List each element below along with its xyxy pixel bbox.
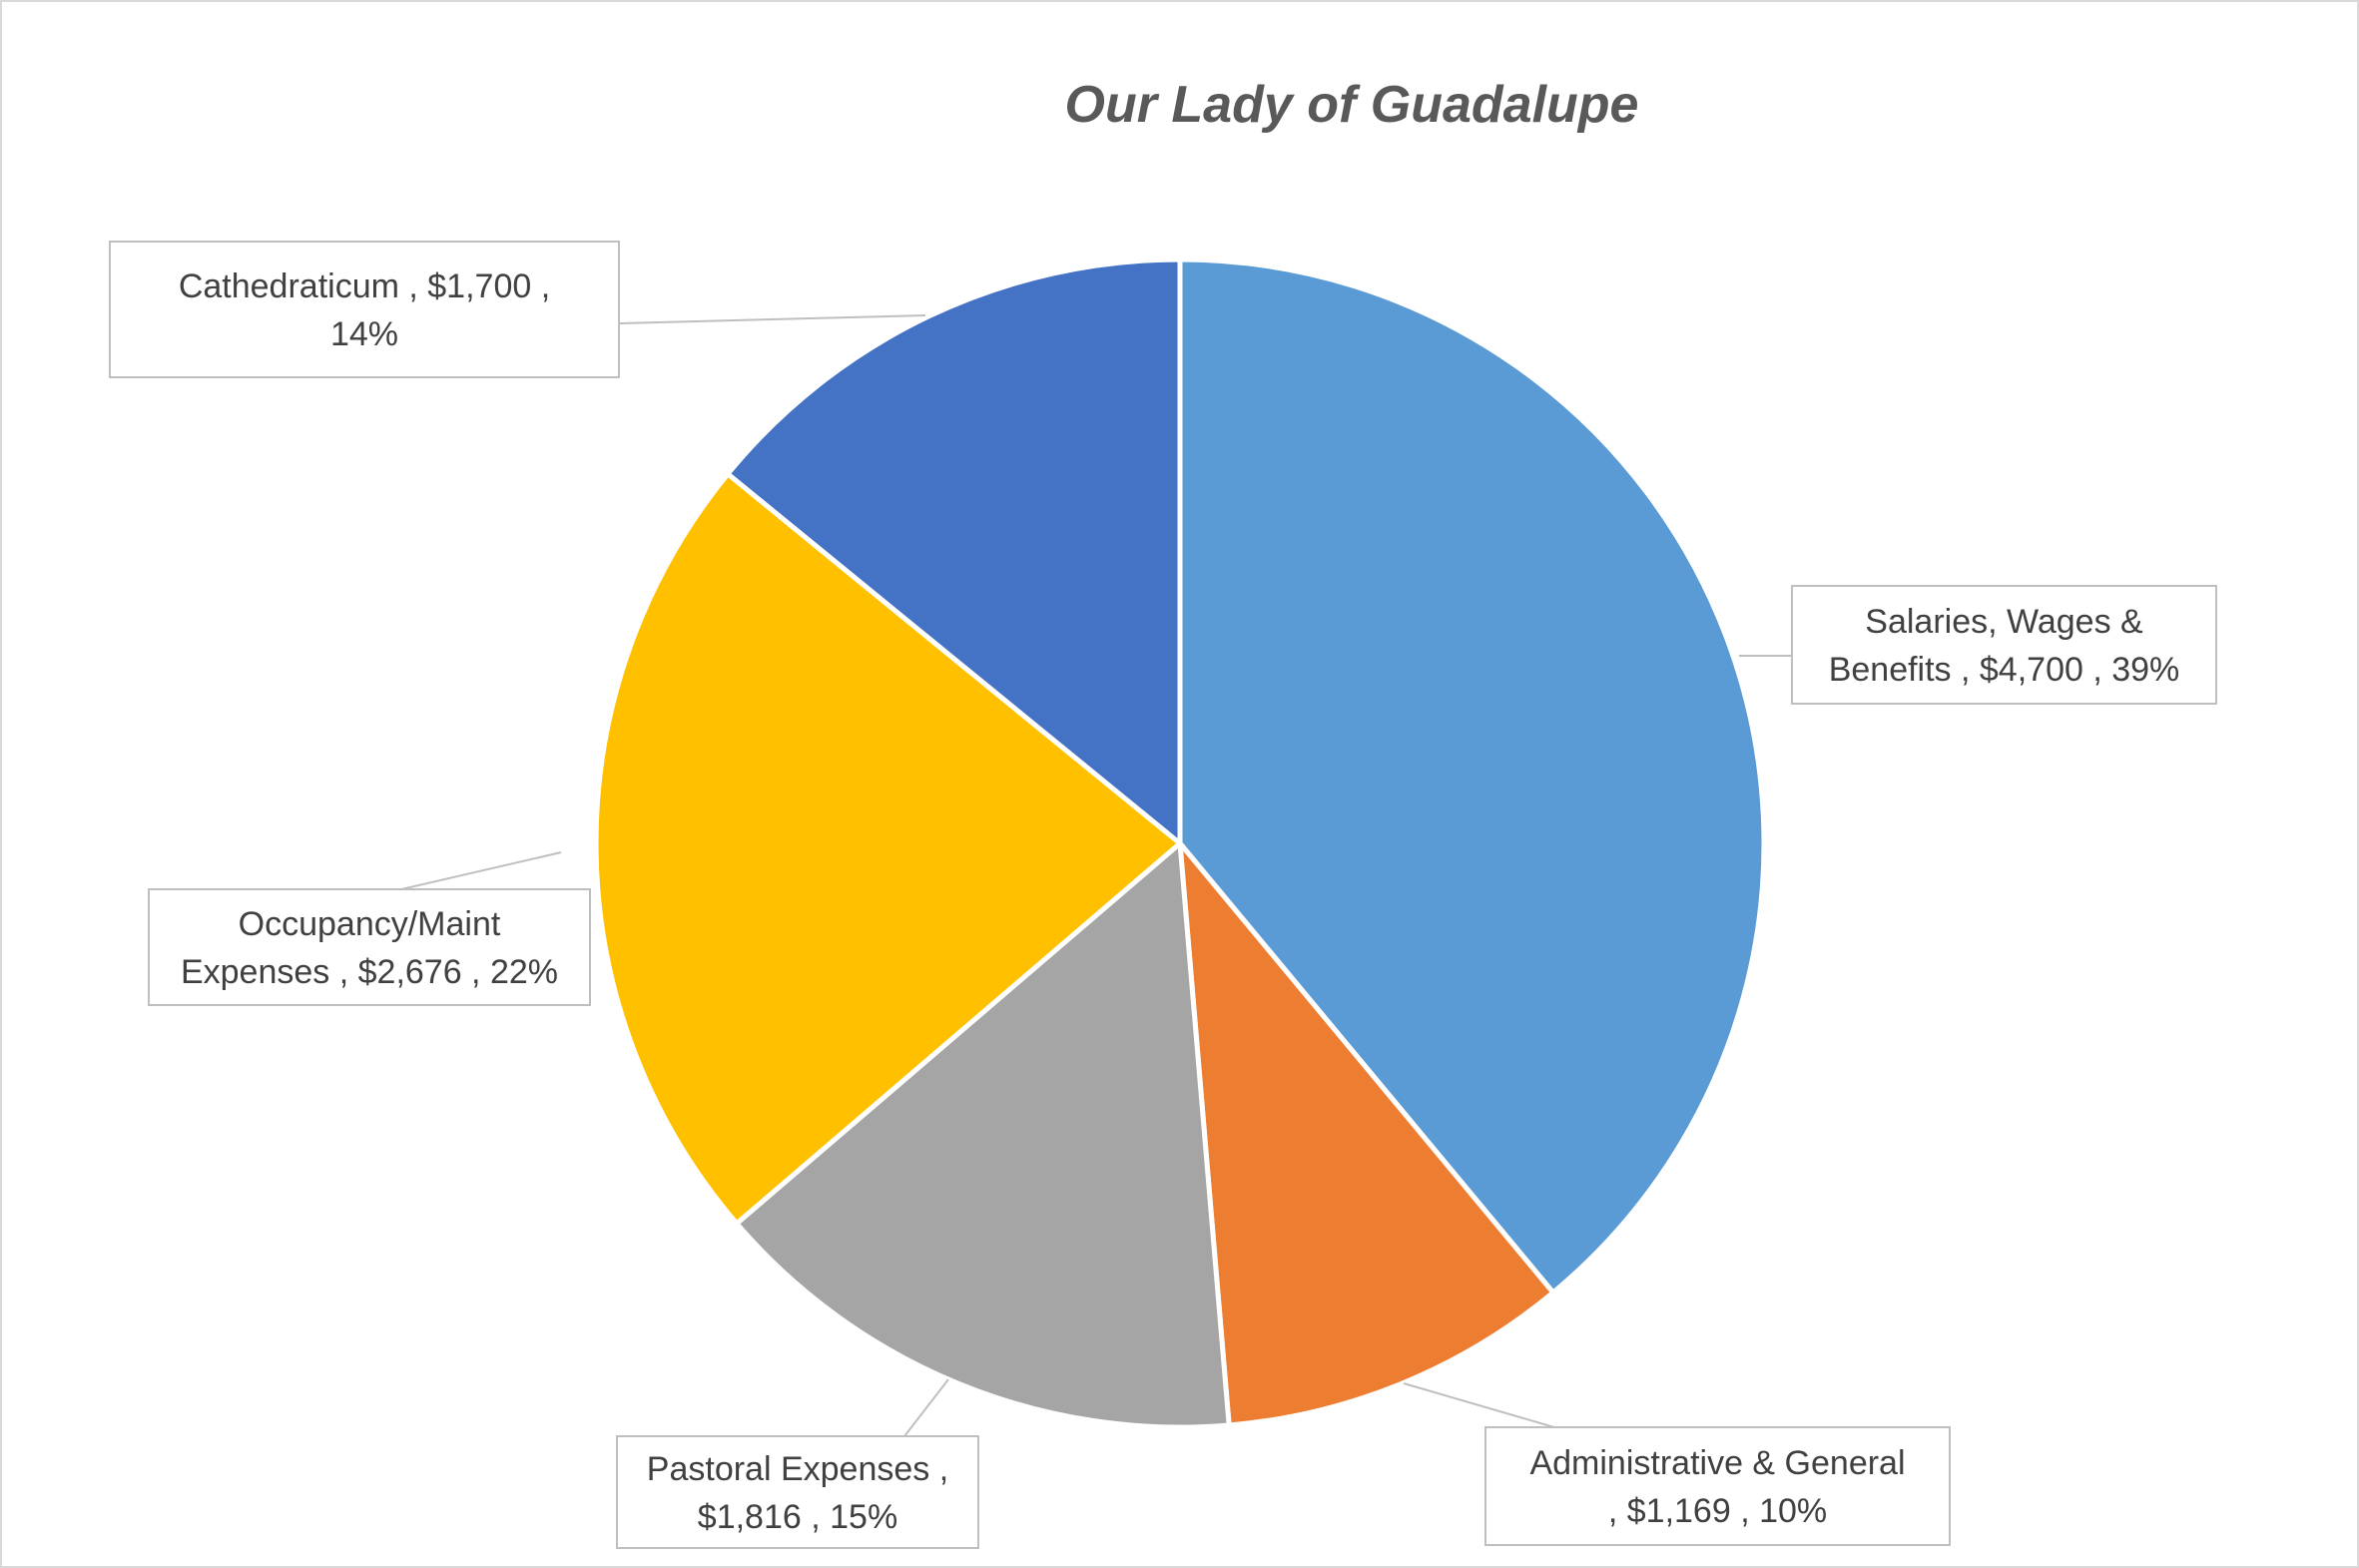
data-label-text: 14% <box>330 315 398 353</box>
data-label-text: Benefits , $4,700 , 39% <box>1829 651 2180 689</box>
pie-slice-pastoral-expenses <box>734 840 1232 1430</box>
data-label-text: Administrative & General <box>1529 1444 1905 1482</box>
data-labels: Salaries, Wages & Benefits , $4,700 , 39%… <box>109 241 2217 1549</box>
leader-lines <box>400 314 1792 1437</box>
pie-slice-occupancy-maint-expenses <box>593 471 1183 1227</box>
data-label-text: Salaries, Wages & <box>1865 603 2143 641</box>
data-label: Pastoral Expenses , $1,816 , 15% <box>616 1435 979 1549</box>
leader-line <box>903 1378 949 1437</box>
data-label-text: $1,816 , 15% <box>698 1498 897 1536</box>
data-label-box <box>148 888 591 1006</box>
data-label: Salaries, Wages & Benefits , $4,700 , 39% <box>1791 585 2217 705</box>
pie-slice-cathedraticum <box>725 257 1183 846</box>
data-label-box <box>109 241 620 378</box>
leader-line <box>1403 1382 1555 1428</box>
chart-title: Our Lady of Guadalupe <box>1065 76 1639 134</box>
data-label-text: , $1,169 , 10% <box>1608 1492 1827 1530</box>
data-label-box <box>1484 1426 1951 1546</box>
data-label-text: Occupancy/Maint <box>239 905 501 943</box>
data-label-text: Expenses , $2,676 , 22% <box>181 953 558 991</box>
data-label-text: Pastoral Expenses , <box>647 1450 948 1488</box>
pie-slice-administrative-general <box>1177 840 1556 1428</box>
pie-slice-salaries-wages-benefits <box>1177 257 1767 1296</box>
data-label: Administrative & General , $1,169 , 10% <box>1484 1426 1951 1546</box>
data-label: Cathedraticum , $1,700 , 14% <box>109 241 620 378</box>
pie-slices <box>593 257 1767 1430</box>
leader-line <box>618 314 926 324</box>
data-label-box <box>616 1435 979 1549</box>
data-label: Occupancy/Maint Expenses , $2,676 , 22% <box>148 888 591 1006</box>
data-label-box <box>1791 585 2217 705</box>
data-label-text: Cathedraticum , $1,700 , <box>179 267 550 305</box>
leader-line <box>400 851 562 890</box>
